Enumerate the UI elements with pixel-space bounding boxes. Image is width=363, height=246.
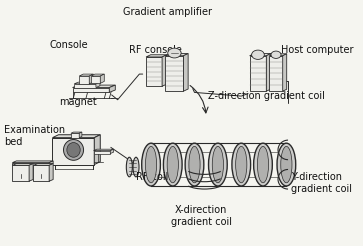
Polygon shape: [73, 85, 115, 88]
Polygon shape: [162, 55, 167, 86]
Ellipse shape: [236, 146, 247, 183]
Ellipse shape: [189, 146, 200, 183]
Polygon shape: [33, 164, 53, 165]
Polygon shape: [266, 54, 271, 91]
Ellipse shape: [281, 146, 292, 183]
Text: X-direction
gradient coil: X-direction gradient coil: [171, 205, 232, 227]
Polygon shape: [110, 149, 114, 154]
Polygon shape: [33, 165, 49, 181]
Circle shape: [271, 51, 281, 58]
Ellipse shape: [126, 157, 132, 177]
Text: Examination
bed: Examination bed: [4, 125, 65, 147]
Polygon shape: [49, 161, 53, 165]
Polygon shape: [12, 165, 29, 181]
Ellipse shape: [232, 143, 250, 186]
Polygon shape: [71, 132, 82, 133]
Ellipse shape: [212, 146, 224, 183]
Polygon shape: [91, 76, 100, 83]
Text: Gradient amplifier: Gradient amplifier: [123, 7, 212, 17]
Polygon shape: [12, 164, 33, 165]
Polygon shape: [74, 82, 100, 84]
Polygon shape: [94, 151, 110, 154]
Ellipse shape: [185, 143, 204, 186]
Polygon shape: [146, 55, 167, 57]
Ellipse shape: [146, 146, 157, 183]
Polygon shape: [29, 164, 33, 181]
Ellipse shape: [167, 146, 178, 183]
Text: Z-direction gradient coil: Z-direction gradient coil: [208, 91, 325, 101]
Polygon shape: [283, 54, 287, 91]
Ellipse shape: [208, 143, 227, 186]
Text: RF console: RF console: [129, 45, 182, 55]
Text: Host computer: Host computer: [281, 45, 354, 55]
Polygon shape: [183, 54, 188, 91]
Ellipse shape: [142, 143, 160, 186]
Polygon shape: [94, 135, 100, 165]
Polygon shape: [146, 57, 162, 86]
Polygon shape: [71, 133, 79, 138]
Polygon shape: [53, 138, 94, 165]
Circle shape: [252, 50, 264, 59]
Polygon shape: [94, 149, 114, 151]
Polygon shape: [49, 164, 53, 181]
Ellipse shape: [163, 143, 182, 186]
Polygon shape: [250, 54, 271, 56]
Polygon shape: [89, 74, 93, 84]
Ellipse shape: [67, 143, 80, 157]
Ellipse shape: [254, 143, 272, 186]
Ellipse shape: [133, 157, 139, 177]
Text: Console: Console: [49, 40, 88, 50]
Polygon shape: [100, 74, 104, 83]
Polygon shape: [269, 54, 287, 56]
Polygon shape: [79, 132, 82, 138]
Polygon shape: [109, 85, 115, 92]
Polygon shape: [250, 56, 266, 91]
Polygon shape: [74, 84, 96, 88]
Circle shape: [168, 48, 181, 58]
Ellipse shape: [64, 139, 83, 160]
Text: RF coils: RF coils: [136, 172, 174, 182]
Text: magnet: magnet: [59, 97, 97, 107]
Polygon shape: [53, 135, 100, 138]
Polygon shape: [79, 74, 93, 76]
Text: Y-direction
gradient coil: Y-direction gradient coil: [291, 172, 352, 194]
Polygon shape: [96, 82, 100, 88]
Polygon shape: [73, 88, 109, 92]
Polygon shape: [165, 54, 188, 56]
Polygon shape: [12, 161, 53, 163]
Polygon shape: [91, 74, 104, 76]
Polygon shape: [165, 56, 183, 91]
Polygon shape: [12, 163, 49, 165]
Polygon shape: [79, 76, 89, 84]
Ellipse shape: [257, 146, 269, 183]
Ellipse shape: [277, 143, 296, 186]
Polygon shape: [269, 56, 283, 91]
